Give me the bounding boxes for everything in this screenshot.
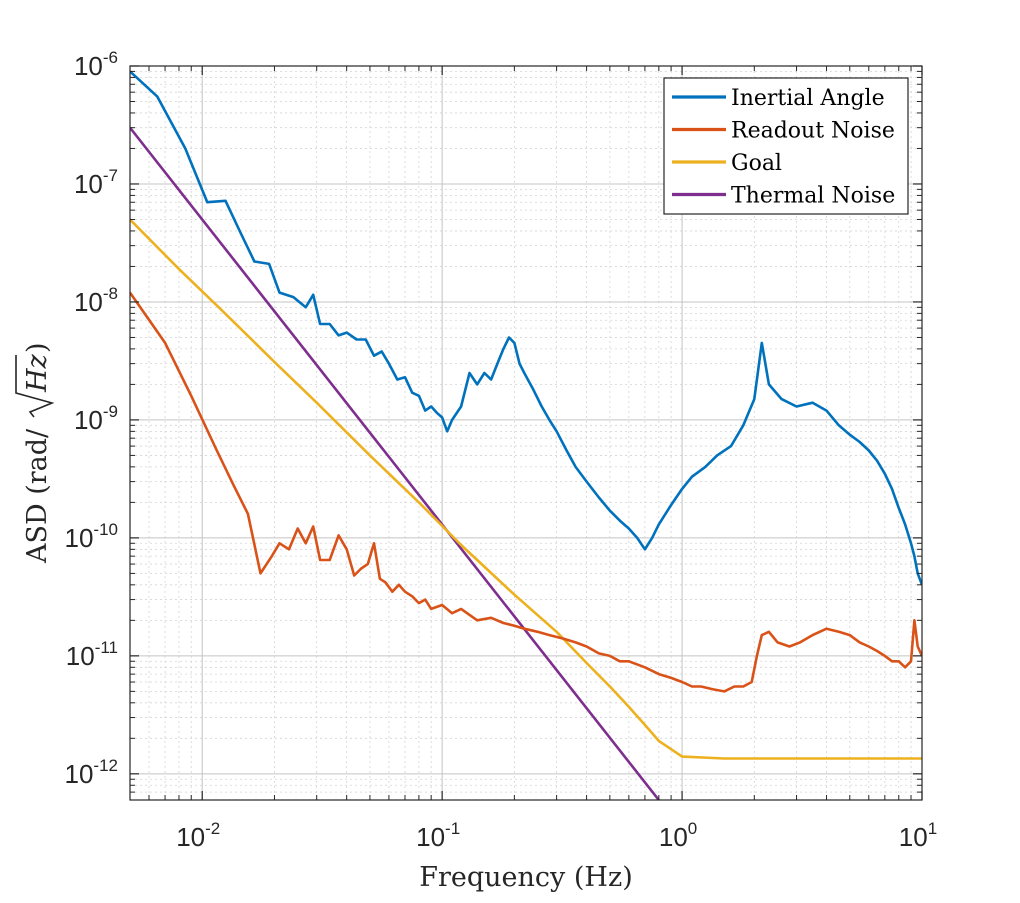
x-tick-label: 101 [899,819,937,852]
x-tick-label: 10-1 [416,819,460,852]
legend-item-goal: Goal [672,151,782,176]
x-tick-label-base: 10 [899,822,928,852]
y-tick-label: 10-8 [74,284,118,317]
y-tick-label: 10-7 [74,166,118,199]
y-tick-label: 10-12 [65,756,119,789]
legend-item-readout-noise: Readout Noise [672,119,895,144]
x-tick-labels: 10-2 10-1 100 101 [176,819,937,852]
legend-label: Thermal Noise [731,184,895,209]
y-tick-label: 10-6 [74,48,118,81]
x-axis-title: Frequency (Hz) [419,862,632,893]
y-axis-title-suffix: ) [22,342,53,353]
legend-label: Goal [731,151,782,176]
y-tick-label-base: 10 [74,169,103,199]
legend-box [663,77,909,215]
y-tick-label: 10-11 [66,638,118,671]
y-tick-label-base: 10 [74,405,103,435]
series-line-thermal-noise [130,126,660,800]
sqrt-sign [15,355,55,418]
tick-marks [130,65,923,801]
x-tick-label-base: 10 [176,822,205,852]
legend-item-thermal-noise: Thermal Noise [672,184,895,209]
x-tick-label-exponent: -2 [205,819,220,838]
y-tick-label: 10-9 [74,402,118,435]
y-tick-label-exponent: -10 [93,520,118,539]
y-tick-label-exponent: -7 [103,166,118,185]
legend-label: Inertial Angle [731,86,885,111]
series-layer [130,70,922,800]
y-axis-title-radicand: Hz [22,353,53,393]
legend-item-inertial-angle: Inertial Angle [672,86,885,111]
y-tick-label: 10-10 [65,520,119,553]
y-tick-label-exponent: -12 [93,756,118,775]
y-tick-label-base: 10 [65,759,94,789]
x-tick-label-exponent: 1 [928,819,937,838]
y-axis-title-prefix: ASD (rad/ [22,428,53,564]
y-tick-label-exponent: -9 [103,402,118,421]
x-tick-label-exponent: 0 [688,819,697,838]
y-tick-label-exponent: -8 [103,284,118,303]
x-tick-label: 100 [659,819,697,852]
legend-label: Readout Noise [731,119,895,144]
plot-frame [129,65,923,801]
series-line-goal [130,218,922,760]
y-tick-label-base: 10 [65,523,94,553]
y-tick-label-base: 10 [74,51,103,81]
x-tick-label-base: 10 [659,822,688,852]
y-tick-label-base: 10 [66,641,95,671]
series-line-inertial-angle [130,70,922,586]
x-tick-label-exponent: -1 [445,819,460,838]
x-tick-label-base: 10 [416,822,445,852]
series-line-readout-noise [130,291,922,693]
y-tick-label-exponent: -11 [95,638,118,657]
y-tick-label-base: 10 [74,287,103,317]
x-tick-label: 10-2 [176,819,220,852]
legend: Inertial Angle Readout Noise Goal Thermal N… [663,77,909,215]
y-tick-label-exponent: -6 [103,48,118,67]
y-axis-title: ASD (rad/ Hz ) [15,342,55,564]
